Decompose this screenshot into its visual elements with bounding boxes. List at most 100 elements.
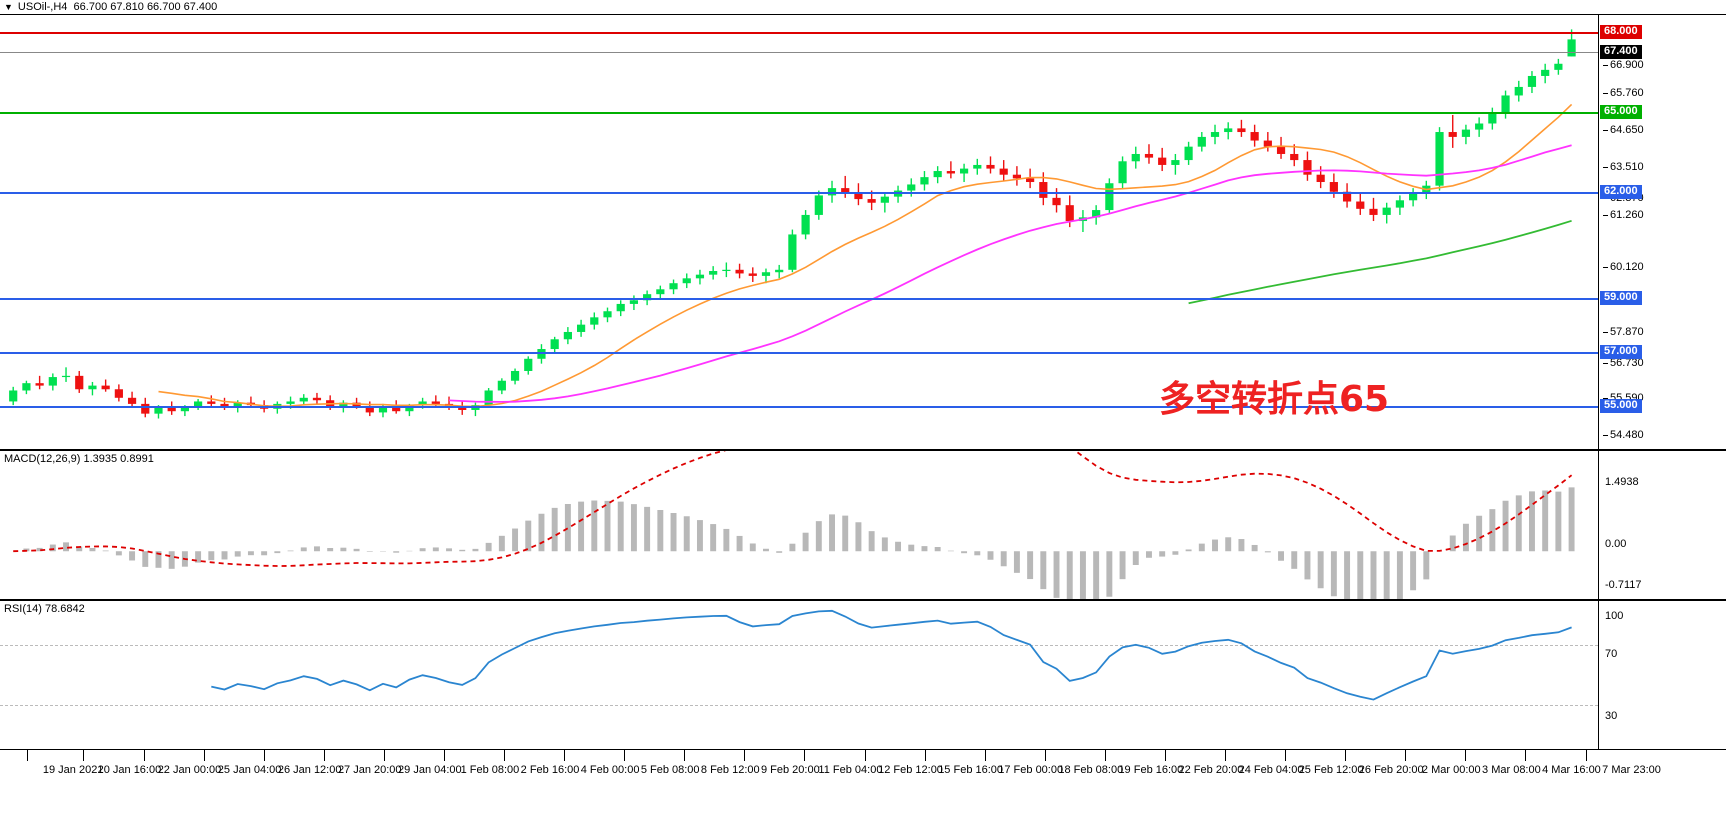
tick-dash-icon [1603, 362, 1608, 364]
price-level-line[interactable] [0, 192, 1598, 194]
rsi-threshold-line [0, 645, 1598, 647]
price-plot-area[interactable]: 多空转折点65 [0, 15, 1598, 449]
rsi-pane[interactable]: RSI(14) 78.6842 100 70 30 [0, 600, 1726, 750]
rsi-tick-label: 30 [1605, 710, 1618, 722]
macd-plot-area[interactable] [0, 451, 1598, 599]
time-tick-label: 2 Feb 16:00 [520, 764, 580, 776]
time-tick-label: 26 Jan 12:00 [277, 764, 342, 776]
price-tick-label: 61.260 [1610, 209, 1644, 221]
price-level-line[interactable] [0, 352, 1598, 354]
macd-axis[interactable]: 1.4938 0.00 -0.7117 [1598, 451, 1726, 599]
time-tick-mark [1405, 750, 1407, 761]
time-tick-mark [504, 750, 506, 761]
time-tick-label: 4 Feb 00:00 [580, 764, 640, 776]
time-tick-label: 19 Feb 16:00 [1118, 764, 1184, 776]
tick-dash-icon [1603, 129, 1608, 131]
time-tick-mark [1164, 750, 1166, 761]
price-level-tag[interactable]: 55.000 [1600, 399, 1642, 413]
time-tick-mark [564, 750, 566, 761]
time-tick-mark [203, 750, 205, 761]
time-tick-label: 7 Mar 23:00 [1602, 764, 1661, 776]
time-tick-mark [383, 750, 385, 761]
time-tick-mark [1225, 750, 1227, 761]
tick-dash-icon [1603, 266, 1608, 268]
macd-tick-label: 0.00 [1605, 538, 1627, 550]
time-tick-mark [1285, 750, 1287, 761]
time-tick-mark [143, 750, 145, 761]
price-level-line[interactable] [0, 32, 1598, 34]
chart-annotation-text: 多空转折点65 [1159, 379, 1390, 420]
price-tick: 56.730 [1603, 357, 1644, 369]
time-tick-label: 27 Jan 20:00 [337, 764, 402, 776]
time-axis[interactable]: 19 Jan 2021 20 Jan 16:00 22 Jan 00:00 25 Ja… [0, 750, 1726, 837]
time-tick-mark [83, 750, 85, 761]
price-pane[interactable]: 多空转折点65 66.90065.76064.65063.51062.37061… [0, 14, 1726, 515]
time-tick-mark [624, 750, 626, 761]
price-level-tag[interactable]: 67.400 [1600, 45, 1642, 59]
time-tick-label: 9 Feb 20:00 [760, 764, 820, 776]
tick-dash-icon [1603, 331, 1608, 333]
price-tick-label: 56.730 [1610, 357, 1644, 369]
collapse-caret-icon[interactable]: ▼ [4, 1, 13, 12]
price-level-tag[interactable]: 59.000 [1600, 291, 1642, 305]
price-tick: 64.650 [1603, 124, 1644, 136]
price-level-tag[interactable]: 62.000 [1600, 185, 1642, 199]
rsi-plot-area[interactable] [0, 601, 1598, 749]
price-level-line[interactable] [0, 52, 1598, 53]
tick-dash-icon [1603, 214, 1608, 216]
tick-dash-icon [1603, 434, 1608, 436]
macd-series [13, 451, 1575, 599]
price-level-line[interactable] [0, 112, 1598, 114]
price-tick: 63.510 [1603, 161, 1644, 173]
time-tick-mark [924, 750, 926, 761]
price-tick-label: 57.870 [1610, 326, 1644, 338]
time-tick-mark [1104, 750, 1106, 761]
macd-title: MACD(12,26,9) 1.3935 0.8991 [4, 453, 154, 465]
price-level-line[interactable] [0, 298, 1598, 300]
time-tick-label: 18 Feb 08:00 [1058, 764, 1124, 776]
price-tick-label: 63.510 [1610, 161, 1644, 173]
time-tick-mark [1465, 750, 1467, 761]
time-tick-label: 22 Jan 00:00 [157, 764, 222, 776]
time-tick-label: 5 Feb 08:00 [640, 764, 700, 776]
time-tick-label: 15 Feb 16:00 [938, 764, 1004, 776]
time-tick-mark [864, 750, 866, 761]
time-tick-label: 22 Feb 20:00 [1178, 764, 1244, 776]
price-tick: 60.120 [1603, 261, 1644, 273]
price-tick-label: 66.900 [1610, 59, 1644, 71]
time-tick-mark [984, 750, 986, 761]
time-tick-mark [744, 750, 746, 761]
rsi-title: RSI(14) 78.6842 [4, 603, 85, 615]
time-tick-mark [1044, 750, 1046, 761]
tick-dash-icon [1603, 92, 1608, 94]
rsi-threshold-line [0, 704, 1598, 706]
time-tick-label: 2 Mar 00:00 [1421, 764, 1481, 776]
price-tick: 61.260 [1603, 209, 1644, 221]
rsi-tick-label: 70 [1605, 648, 1618, 660]
price-axis[interactable]: 66.90065.76064.65063.51062.37061.26060.1… [1598, 15, 1726, 515]
rsi-axis[interactable]: 100 70 30 [1598, 601, 1726, 749]
rsi-tick-label: 100 [1605, 610, 1624, 622]
time-tick-mark [1585, 750, 1587, 761]
time-tick-mark [27, 750, 29, 761]
time-tick-label: 26 Feb 20:00 [1358, 764, 1424, 776]
macd-pane[interactable]: MACD(12,26,9) 1.3935 0.8991 1.4938 0.00 -0… [0, 450, 1726, 600]
price-tick-label: 60.120 [1610, 261, 1644, 273]
time-tick-mark [1345, 750, 1347, 761]
symbol-ohlc-label: USOil-,H4 66.700 67.810 66.700 67.400 [17, 1, 218, 13]
tick-dash-icon [1603, 166, 1608, 168]
rsi-series [211, 609, 1572, 701]
price-tick-label: 54.480 [1610, 429, 1644, 441]
time-tick-label: 4 Mar 16:00 [1542, 764, 1601, 776]
macd-tick-label: -0.7117 [1605, 579, 1642, 591]
price-level-tag[interactable]: 65.000 [1600, 105, 1642, 119]
time-tick-mark [804, 750, 806, 761]
price-level-tag[interactable]: 57.000 [1600, 345, 1642, 359]
price-tick: 54.480 [1603, 429, 1644, 441]
price-level-tag[interactable]: 68.000 [1600, 25, 1642, 39]
tick-dash-icon [1603, 397, 1608, 399]
time-tick-label: 24 Feb 04:00 [1238, 764, 1304, 776]
price-tick-label: 65.760 [1610, 87, 1644, 99]
price-level-line[interactable] [0, 406, 1598, 408]
